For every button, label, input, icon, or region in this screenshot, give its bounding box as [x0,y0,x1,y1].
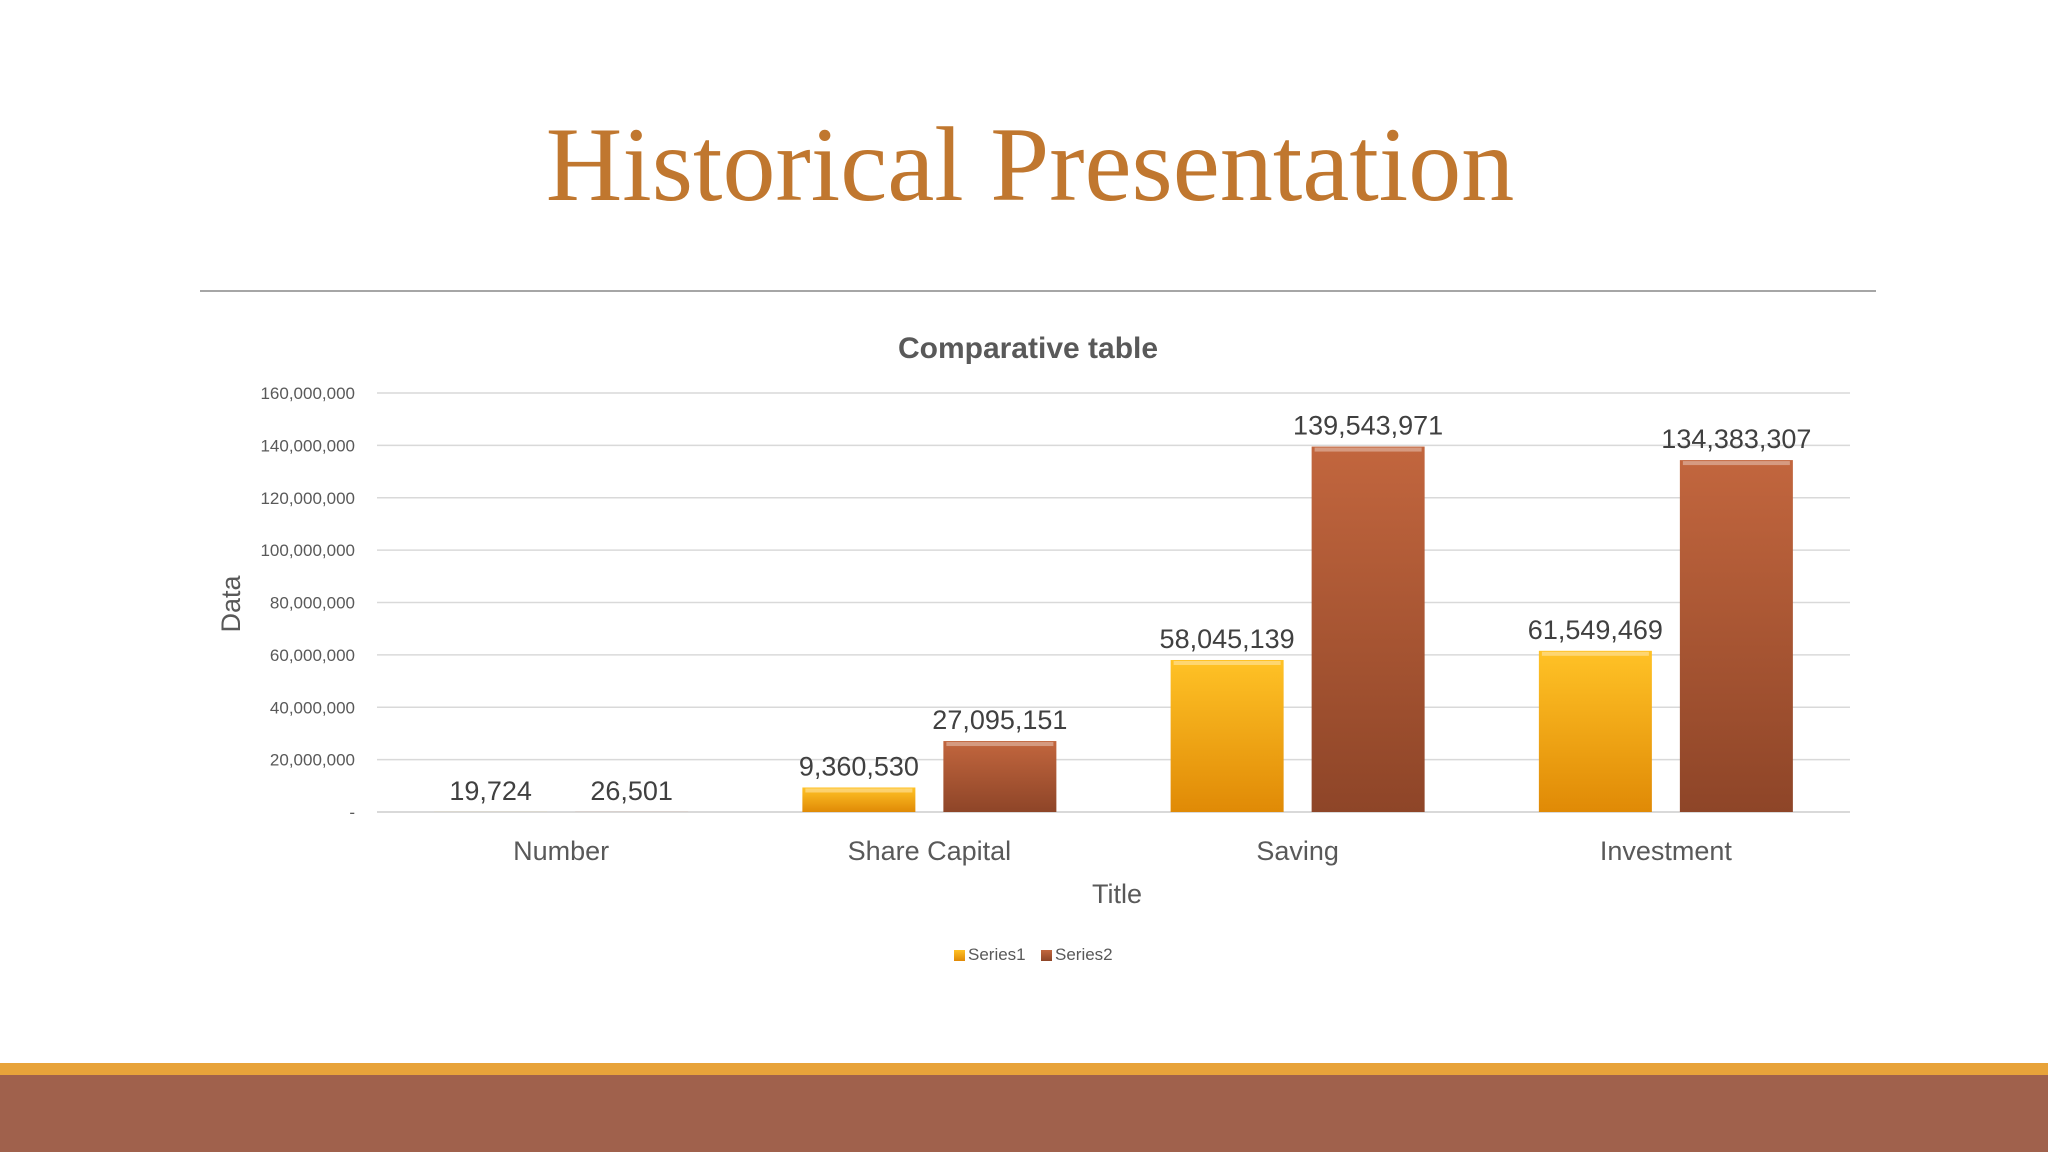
y-tick-label: 140,000,000 [260,436,355,455]
legend-label: Series2 [1055,945,1113,964]
data-label: 58,045,139 [1160,624,1295,654]
legend-swatch [954,950,965,961]
data-label: 134,383,307 [1661,424,1811,454]
title-divider [200,290,1876,292]
y-tick-label: 20,000,000 [270,751,355,770]
data-label: 26,501 [590,776,673,806]
y-tick-label: 40,000,000 [270,698,355,717]
bar-series2 [1311,446,1425,812]
x-axis-label: Title [1092,879,1142,909]
legend: Series1 Series2 [954,945,1113,964]
bar-highlight [1314,447,1422,452]
bars [434,446,1793,812]
data-label: 19,724 [449,776,532,806]
x-tick-label: Investment [1600,836,1733,866]
y-tick-label: 80,000,000 [270,594,355,613]
data-label: 9,360,530 [799,751,919,781]
bar-highlight [1682,461,1790,466]
footer-accent-stripe [0,1063,2048,1075]
legend-label: Series1 [968,945,1026,964]
bar-highlight [946,742,1054,747]
data-label: 61,549,469 [1528,615,1663,645]
footer-band [0,1075,2048,1152]
y-tick-label: 160,000,000 [260,384,355,403]
gridlines: - 20,000,000 40,000,000 60,000,000 80,000,00… [260,384,1850,822]
slide-title: Historical Presentation [545,106,1515,223]
chart-title: Comparative table [898,332,1158,365]
x-tick-label: Share Capital [848,836,1012,866]
y-tick-label: - [349,803,355,822]
data-labels: Number 19,724 26,501 Share Capital 9,360,530… [449,411,1811,866]
chart: - 20,000,000 40,000,000 60,000,000 80,000,00… [216,332,1850,964]
y-tick-label: 120,000,000 [260,489,355,508]
bar-series1 [1170,659,1284,812]
bar-highlight [1541,651,1649,656]
y-axis-label: Data [216,575,246,633]
bar-series2 [943,741,1057,812]
y-tick-label: 60,000,000 [270,646,355,665]
data-label: 139,543,971 [1293,411,1443,441]
bar-highlight [805,788,913,793]
bar-highlight [1173,660,1281,665]
data-label: 27,095,151 [932,705,1067,735]
y-tick-label: 100,000,000 [260,541,355,560]
x-tick-label: Saving [1256,836,1339,866]
legend-swatch [1041,950,1052,961]
x-tick-label: Number [513,836,609,866]
bar-series1 [1538,650,1652,812]
bar-series1 [802,787,916,812]
bar-series2 [1679,460,1793,812]
